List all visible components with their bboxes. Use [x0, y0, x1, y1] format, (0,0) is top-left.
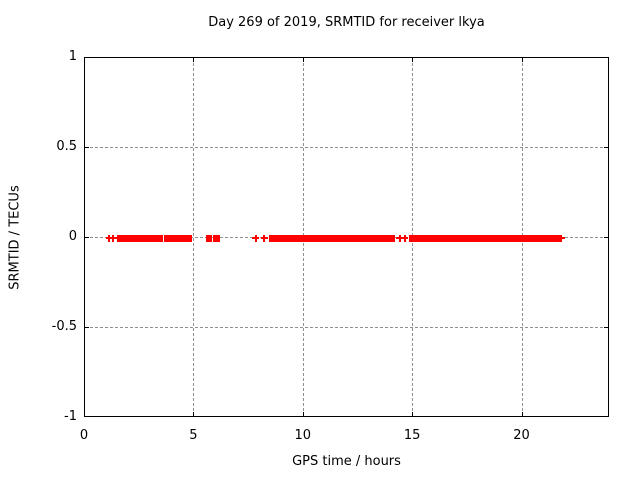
chart-title: Day 269 of 2019, SRMTID for receiver lky…: [208, 15, 485, 30]
plot-area: [84, 57, 609, 417]
data-point-marker: [105, 234, 113, 242]
x-tick-top: [193, 58, 195, 62]
data-point-marker: [396, 234, 404, 242]
y-tick-left: [85, 147, 89, 148]
y-tick-right: [604, 237, 608, 238]
y-gridline: [85, 147, 608, 148]
y-gridline: [85, 327, 608, 328]
y-tick-label: -0.5: [51, 319, 77, 334]
data-segment: [268, 234, 395, 242]
y-tick-label: 0: [68, 229, 77, 244]
data-segment: [408, 234, 560, 242]
y-tick-label: -1: [64, 409, 77, 424]
x-tick-label: 20: [513, 428, 530, 443]
x-tick-top: [302, 58, 304, 62]
data-point-marker: [401, 234, 409, 242]
x-tick-label: 15: [403, 428, 421, 443]
y-tick-right: [604, 147, 608, 148]
data-point-marker: [557, 234, 565, 242]
data-point-marker: [109, 234, 117, 242]
x-tick-label: 0: [79, 428, 89, 443]
x-tick-top: [412, 58, 414, 62]
x-tick-label: 10: [294, 428, 312, 443]
data-segment: [164, 234, 193, 242]
x-tick-top: [521, 58, 523, 62]
data-segment: [213, 234, 220, 242]
y-tick-label: 0.5: [56, 139, 77, 154]
y-tick-label: 1: [68, 49, 77, 64]
y-tick-right: [604, 327, 608, 328]
data-segment: [206, 234, 212, 242]
x-tick-bottom: [412, 412, 414, 416]
x-tick-bottom: [521, 412, 523, 416]
x-tick-bottom: [193, 412, 195, 416]
data-point-marker: [252, 234, 260, 242]
y-axis-label: SRMTID / TECUs: [7, 185, 23, 290]
x-tick-bottom: [302, 412, 304, 416]
y-tick-left: [85, 327, 89, 328]
data-segment: [116, 234, 163, 242]
data-point-marker: [260, 234, 268, 242]
x-axis-label: GPS time / hours: [292, 454, 401, 469]
x-tick-label: 5: [189, 428, 198, 443]
y-tick-left: [85, 237, 89, 238]
